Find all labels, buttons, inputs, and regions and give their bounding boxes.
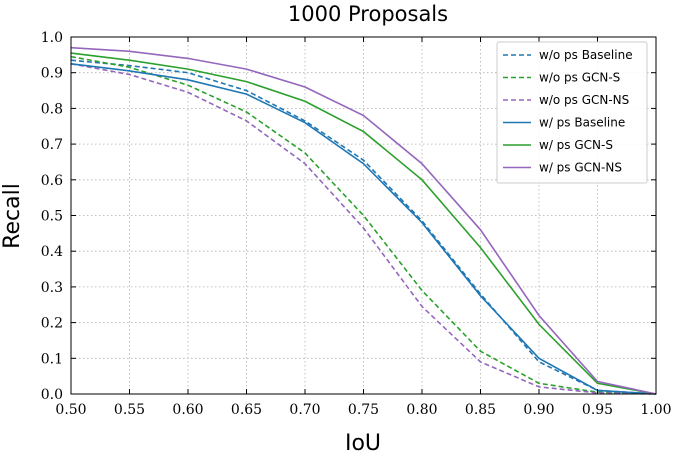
y-tick-label: 0.6: [41, 173, 63, 189]
y-tick-label: 0.0: [41, 387, 63, 403]
x-tick-label: 0.70: [289, 402, 320, 418]
x-tick-label: 0.55: [114, 402, 145, 418]
x-axis-label: IoU: [345, 431, 381, 456]
series-line-w-ps-gcn-s: [70, 52, 657, 395]
ticks: 0.50 0.55 0.60 0.65 0.70 0.75 0.80 0.85 0.90 0.95…: [41, 30, 672, 418]
y-tick-label: 0.9: [41, 66, 63, 82]
y-tick-label: 0.5: [41, 209, 63, 225]
legend-label: w/ ps GCN-NS: [539, 161, 622, 175]
x-tick-label: 0.60: [172, 402, 203, 418]
y-tick-label: 0.8: [41, 101, 63, 117]
series-line-w-o-ps-baseline: [70, 59, 657, 395]
x-tick-label: 0.80: [406, 402, 437, 418]
series-line-w-o-ps-gcn-ns: [70, 63, 657, 395]
x-tick-label: 0.90: [523, 402, 554, 418]
legend-label: w/o ps Baseline: [539, 48, 633, 62]
y-axis-label: Recall: [0, 183, 25, 249]
series-line-w-o-ps-gcn-s: [70, 55, 657, 395]
x-tick-label: 0.50: [55, 402, 86, 418]
legend-label: w/ ps Baseline: [539, 116, 625, 130]
series-line-w-ps-baseline: [70, 63, 657, 395]
series-line-w-ps-gcn-ns: [70, 46, 657, 395]
legend-label: w/o ps GCN-NS: [539, 93, 629, 107]
x-tick-label: 0.75: [348, 402, 379, 418]
x-tick-label: 0.65: [231, 402, 262, 418]
y-tick-label: 0.2: [41, 316, 63, 332]
x-tick-label: 0.95: [582, 402, 613, 418]
legend: w/o ps Baseline w/o ps GCN-S w/o ps GCN-NS…: [496, 41, 648, 184]
grid: [71, 37, 656, 394]
legend-label: w/o ps GCN-S: [539, 71, 620, 85]
legend-box: [496, 41, 648, 184]
y-tick-label: 0.4: [41, 244, 63, 260]
y-tick-label: 0.3: [41, 280, 63, 296]
legend-label: w/ ps GCN-S: [539, 138, 613, 152]
chart-title: 1000 Proposals: [288, 2, 448, 26]
x-tick-label: 0.85: [465, 402, 496, 418]
x-tick-label: 1.00: [640, 402, 671, 418]
y-tick-label: 0.1: [41, 351, 63, 367]
series-lines: [70, 46, 657, 395]
y-tick-label: 1.0: [41, 30, 63, 46]
y-tick-label: 0.7: [41, 137, 63, 153]
